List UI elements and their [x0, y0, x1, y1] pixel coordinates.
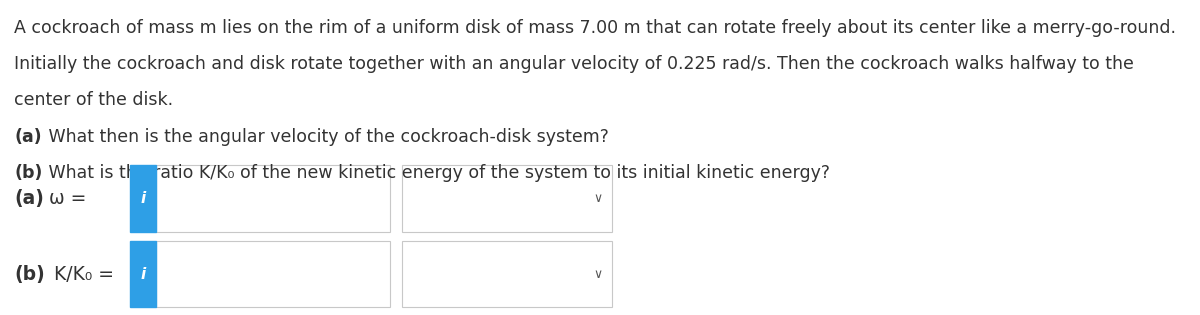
FancyBboxPatch shape [402, 165, 612, 232]
FancyBboxPatch shape [156, 165, 390, 232]
Text: center of the disk.: center of the disk. [14, 91, 174, 109]
Text: (a): (a) [14, 189, 44, 208]
Text: (a): (a) [14, 128, 42, 146]
Text: K/K₀ =: K/K₀ = [48, 265, 114, 284]
Text: What is the ratio K/K₀ of the new kinetic energy of the system to its initial ki: What is the ratio K/K₀ of the new kineti… [43, 164, 830, 182]
Text: (b): (b) [14, 265, 46, 284]
Text: ∨: ∨ [593, 192, 602, 205]
Text: ω =: ω = [43, 189, 86, 208]
Text: i: i [140, 191, 145, 206]
FancyBboxPatch shape [402, 241, 612, 307]
Text: What then is the angular velocity of the cockroach-disk system?: What then is the angular velocity of the… [43, 128, 610, 146]
FancyBboxPatch shape [156, 241, 390, 307]
Text: ∨: ∨ [593, 267, 602, 281]
Text: (b): (b) [14, 164, 43, 182]
Text: i: i [140, 266, 145, 282]
FancyBboxPatch shape [130, 165, 156, 232]
Text: Initially the cockroach and disk rotate together with an angular velocity of 0.2: Initially the cockroach and disk rotate … [14, 55, 1134, 73]
FancyBboxPatch shape [130, 241, 156, 307]
Text: A cockroach of mass m lies on the rim of a uniform disk of mass 7.00 m that can : A cockroach of mass m lies on the rim of… [14, 19, 1176, 37]
